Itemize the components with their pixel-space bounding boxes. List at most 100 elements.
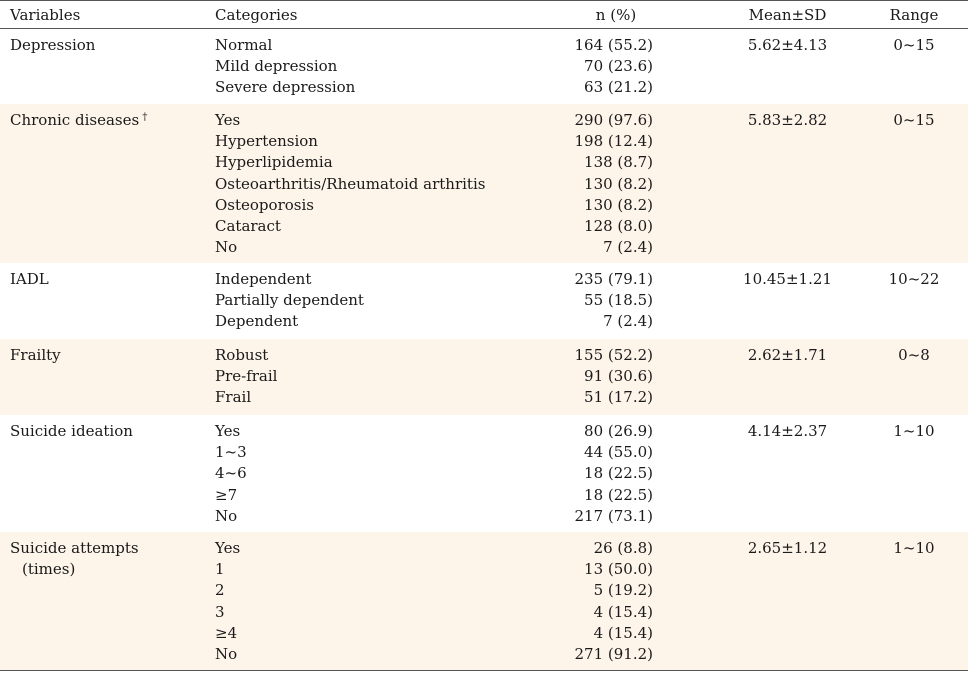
table-group: Chronic diseases † Yes Hypertension Hyperli… [0,104,968,263]
n-percent-value: 4 (15.4) [593,602,653,621]
categories-cell: Yes Hypertension Hyperlipidemia Osteoarthri… [215,110,485,258]
variable-cell: Suicide attempts (times) [10,538,139,580]
variable-name: IADL [10,270,49,288]
n-percent-value: 18 (22.5) [584,464,653,483]
category-label: 4~6 [215,464,247,483]
variable-name-line2: (times) [22,560,76,579]
n-percent-value: 7 (2.4) [603,238,653,257]
variable-name: Depression [10,36,96,54]
n-cell: 290 (97.6) 198 (12.4) 138 (8.7) 130 (8.2) 13… [540,110,653,258]
n-percent-value: 91 (30.6) [584,367,653,386]
n-cell: 155 (52.2) 91 (30.6) 51 (17.2) [540,345,653,409]
n-percent-value: 138 (8.7) [584,153,653,172]
category-label: 1 [215,560,225,579]
variable-cell: Frailty [10,345,61,366]
range-value: 1~10 [893,539,935,557]
n-cell: 235 (79.1) 55 (18.5) 7 (2.4) [540,269,653,333]
n-percent-value: 63 (21.2) [584,78,653,97]
range-value: 0~15 [893,36,935,54]
categories-cell: Yes 1 2 3 ≥4 No [215,538,240,665]
categories-cell: Robust Pre-frail Frail [215,345,277,409]
category-label: Yes [215,111,241,129]
mean-sd-value: 4.14±2.37 [747,422,828,440]
table-group: Suicide ideation Yes 1~3 4~6 ≥7 No 80 (26.9) 44… [0,415,968,532]
variable-name: Chronic diseases [10,111,140,129]
category-label: Cataract [215,216,281,235]
range-value: 1~10 [893,422,935,440]
table-group: Depression Normal Mild depression Severe de… [0,29,968,104]
footnote-marker: † [139,112,148,123]
category-label: Osteoarthritis/Rheumatoid arthritis [215,174,486,193]
category-label: Dependent [215,312,299,331]
categories-cell: Normal Mild depression Severe depression [215,35,355,99]
header-categories: Categories [215,6,298,24]
category-label: Yes [215,539,241,557]
variable-name: Suicide attempts [10,539,139,557]
header-n: n (%) [595,6,637,24]
category-label: ≥7 [215,485,238,504]
variable-cell: Chronic diseases † [10,110,147,131]
n-cell: 80 (26.9) 44 (55.0) 18 (22.5) 18 (22.5) 217 … [540,421,653,527]
category-label: No [215,506,238,525]
n-percent-value: 26 (8.8) [593,539,653,557]
n-percent-value: 44 (55.0) [584,443,653,462]
category-label: 1~3 [215,443,247,462]
header-variables: Variables [10,6,81,24]
range-value: 0~8 [898,346,930,364]
category-label: Osteoporosis [215,195,314,214]
table-group: Frailty Robust Pre-frail Frail 155 (52.2) 91 … [0,339,968,415]
table-group: Suicide attempts (times) Yes 1 2 3 ≥4 No 26 (8.8… [0,532,968,671]
mean-sd-value: 2.62±1.71 [747,346,828,364]
n-percent-value: 128 (8.0) [584,216,653,235]
range-value: 0~15 [893,111,935,129]
category-label: 3 [215,602,225,621]
n-percent-value: 198 (12.4) [574,132,653,151]
category-label: Yes [215,422,241,440]
variable-name: Frailty [10,346,61,364]
category-label: Frail [215,388,252,407]
n-percent-value: 55 (18.5) [584,291,653,310]
n-percent-value: 130 (8.2) [584,174,653,193]
variable-cell: Suicide ideation [10,421,133,442]
table-header: Variables Categories n (%) Mean±SD Range [0,0,968,29]
header-range: Range [889,6,939,24]
n-percent-value: 70 (23.6) [584,57,653,76]
n-percent-value: 5 (19.2) [593,581,653,600]
n-percent-value: 155 (52.2) [574,346,653,364]
category-label: 2 [215,581,225,600]
category-label: Partially dependent [215,291,364,310]
category-label: Hypertension [215,132,318,151]
mean-sd-value: 5.62±4.13 [747,36,828,54]
header-mean-sd: Mean±SD [748,6,827,24]
n-percent-value: 51 (17.2) [584,388,653,407]
categories-cell: Independent Partially dependent Dependent [215,269,364,333]
category-label: No [215,238,238,257]
n-percent-value: 80 (26.9) [584,422,653,440]
categories-cell: Yes 1~3 4~6 ≥7 No [215,421,247,527]
n-percent-value: 217 (73.1) [574,506,653,525]
category-label: ≥4 [215,623,238,642]
range-value: 10~22 [888,270,940,288]
n-percent-value: 290 (97.6) [574,111,653,129]
n-percent-value: 164 (55.2) [574,36,653,54]
category-label: Severe depression [215,78,356,97]
category-label: Mild depression [215,57,338,76]
category-label: No [215,644,238,663]
n-percent-value: 271 (91.2) [574,644,653,663]
n-percent-value: 235 (79.1) [574,270,653,288]
n-percent-value: 7 (2.4) [603,312,653,331]
variable-cell: IADL [10,269,49,290]
n-percent-value: 13 (50.0) [584,560,653,579]
n-percent-value: 130 (8.2) [584,195,653,214]
category-label: Pre-frail [215,367,278,386]
n-cell: 164 (55.2) 70 (23.6) 63 (21.2) [540,35,653,99]
variable-cell: Depression [10,35,95,56]
n-cell: 26 (8.8) 13 (50.0) 5 (19.2) 4 (15.4) 4 (15.4… [540,538,653,665]
n-percent-value: 18 (22.5) [584,485,653,504]
table-group: IADL Independent Partially dependent Depend… [0,263,968,339]
category-label: Robust [215,346,269,364]
mean-sd-value: 10.45±1.21 [743,270,832,288]
category-label: Normal [215,36,273,54]
category-label: Independent [215,270,312,288]
